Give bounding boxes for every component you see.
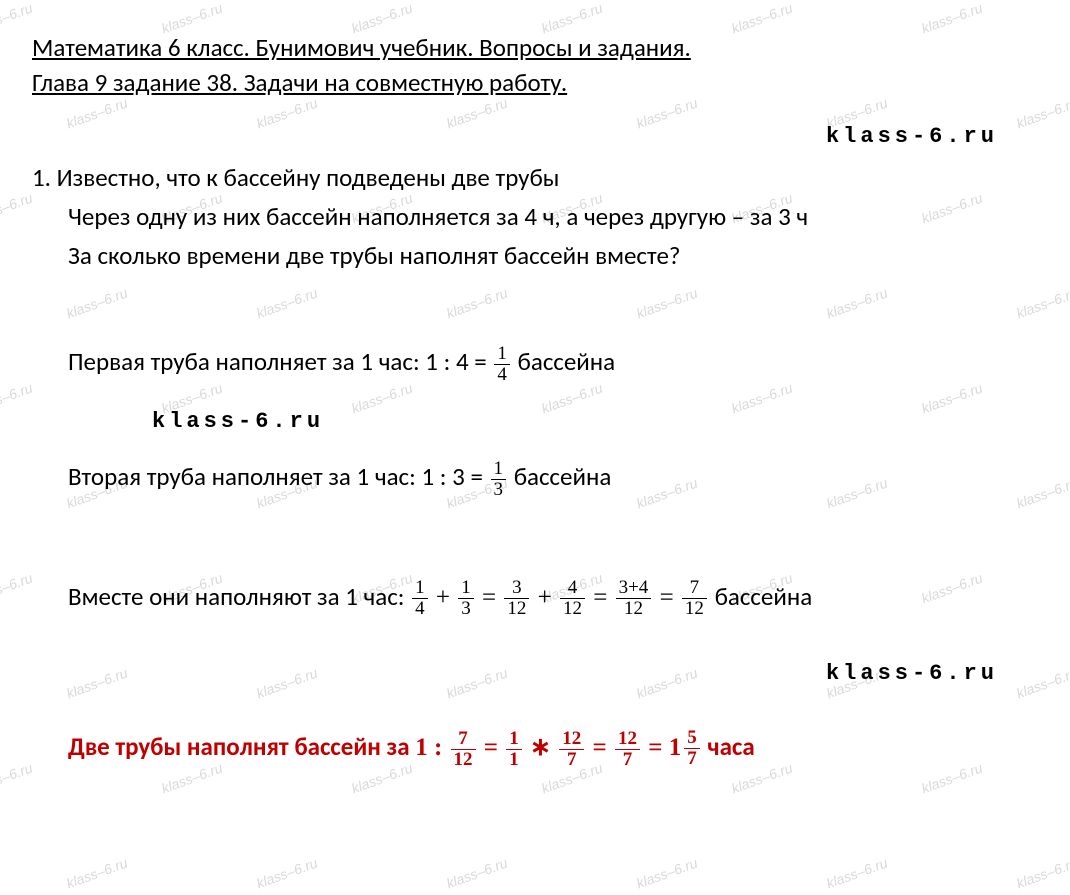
watermark-text: klass–6.ru bbox=[64, 855, 129, 892]
step3-f4: 412 bbox=[560, 578, 585, 619]
answer-f1: 712 bbox=[451, 729, 476, 770]
step3-f5: 3+412 bbox=[616, 578, 652, 619]
watermark-text: klass–6.ru bbox=[444, 855, 509, 892]
brand-label-2: klass-6.ru bbox=[152, 409, 324, 434]
brand-label: klass-6.ru bbox=[826, 124, 998, 149]
problem-block: 1. Известно, что к бассейну подведены дв… bbox=[32, 159, 1038, 275]
answer-prefix: Две трубы наполнят бассейн за bbox=[68, 731, 415, 762]
problem-line-1: Известно, что к бассейну подведены две т… bbox=[57, 162, 560, 193]
watermark-text: klass–6.ru bbox=[254, 855, 319, 892]
brand-mid-left: klass-6.ru bbox=[32, 409, 1038, 434]
answer-f2: 11 bbox=[506, 729, 522, 770]
step3-f2: 13 bbox=[458, 578, 474, 619]
header-line-2: Глава 9 задание 38. Задачи на совместную… bbox=[32, 65, 1038, 100]
answer-one: 1 bbox=[415, 734, 428, 761]
step3-prefix: Вместе они наполняют за 1 час: bbox=[68, 581, 410, 612]
problem-line-2: Через одну из них бассейн наполняется за… bbox=[32, 198, 1038, 237]
brand-top-right: klass-6.ru bbox=[32, 124, 1038, 149]
document-content: Математика 6 класс. Бунимович учебник. В… bbox=[0, 0, 1070, 800]
step3-f6: 712 bbox=[682, 578, 707, 619]
answer-f4: 127 bbox=[615, 729, 640, 770]
answer-mixed: 157 bbox=[669, 728, 702, 769]
step1-suffix: бассейна bbox=[512, 346, 615, 377]
header-line-1: Математика 6 класс. Бунимович учебник. В… bbox=[32, 30, 1038, 65]
brand-label-3: klass-6.ru bbox=[826, 661, 998, 686]
watermark-text: klass–6.ru bbox=[824, 855, 889, 892]
problem-line-3: За сколько времени две трубы наполнят ба… bbox=[32, 237, 1038, 276]
step-2: Вторая труба наполняет за 1 час: 1 : 3 =… bbox=[32, 458, 1038, 500]
step3-f1: 14 bbox=[412, 578, 428, 619]
step-1: Первая труба наполняет за 1 час: 1 : 4 =… bbox=[32, 343, 1038, 385]
step3-f3: 312 bbox=[504, 578, 529, 619]
step2-prefix: Вторая труба наполняет за 1 час: 1 : 3 = bbox=[68, 461, 489, 492]
watermark-text: klass–6.ru bbox=[1014, 855, 1070, 892]
step2-fraction: 13 bbox=[491, 459, 507, 500]
answer-suffix: часа bbox=[702, 731, 755, 762]
step1-prefix: Первая труба наполняет за 1 час: 1 : 4 = bbox=[68, 346, 492, 377]
step1-fraction: 14 bbox=[494, 344, 510, 385]
problem-number: 1. bbox=[32, 162, 51, 193]
answer-f3: 127 bbox=[559, 729, 584, 770]
watermark-text: klass–6.ru bbox=[634, 855, 699, 892]
step2-suffix: бассейна bbox=[508, 461, 611, 492]
step-3: Вместе они наполняют за 1 час: 14 + 13 =… bbox=[32, 578, 1038, 620]
answer-line: Две трубы наполнят бассейн за 1 : 712 = … bbox=[32, 728, 1038, 770]
brand-bottom-right: klass-6.ru bbox=[32, 661, 1038, 686]
step3-suffix: бассейна bbox=[709, 581, 812, 612]
